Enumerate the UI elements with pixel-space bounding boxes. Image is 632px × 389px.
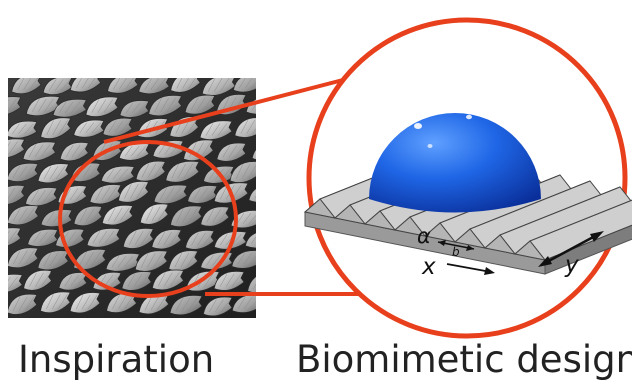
y-label: y bbox=[564, 252, 579, 278]
scale-ridge bbox=[193, 52, 200, 67]
scale-ridge bbox=[258, 145, 265, 156]
scale-ridge bbox=[35, 53, 43, 66]
wing-scale bbox=[215, 55, 245, 73]
scale-ridge bbox=[271, 163, 278, 178]
scale-ridge bbox=[227, 57, 235, 68]
scale-ridge bbox=[106, 56, 115, 69]
scale-ridge bbox=[6, 57, 14, 68]
scale-ridge bbox=[266, 275, 275, 289]
scale-ridge bbox=[261, 53, 269, 68]
wing-scale bbox=[265, 160, 294, 181]
wing-scale bbox=[263, 295, 292, 313]
scale-ridge bbox=[135, 51, 144, 66]
wing-scale bbox=[268, 253, 297, 271]
scale-ridge bbox=[277, 163, 285, 178]
scale-ridge bbox=[159, 58, 166, 70]
scale-ridge bbox=[263, 233, 272, 243]
scale-ridge bbox=[257, 233, 265, 243]
scale-ridge bbox=[41, 53, 50, 66]
scale-ridge bbox=[0, 142, 4, 155]
scale-ridge bbox=[278, 121, 286, 134]
scale-ridge bbox=[0, 230, 3, 243]
scale-ridge bbox=[1, 188, 8, 201]
wing-scale bbox=[233, 74, 263, 92]
wing-scale bbox=[252, 143, 281, 161]
scale-ridge bbox=[171, 58, 180, 70]
scale-ridge bbox=[100, 56, 108, 69]
scale-ridge bbox=[267, 53, 276, 68]
alpha-label: α bbox=[417, 224, 431, 248]
scale-ridge bbox=[270, 145, 279, 156]
scale-ridge bbox=[267, 187, 276, 198]
scale-ridge bbox=[281, 297, 290, 308]
wing-scale bbox=[266, 118, 300, 138]
b-label: b bbox=[452, 245, 460, 259]
scale-ridge bbox=[199, 52, 207, 67]
scale-ridge bbox=[165, 58, 173, 70]
scale-ridge bbox=[275, 79, 283, 90]
wing-scale bbox=[23, 51, 56, 70]
scale-ridge bbox=[255, 53, 262, 68]
scale-ridge bbox=[29, 53, 36, 66]
scale-ridge bbox=[261, 187, 269, 198]
wing-scale bbox=[153, 55, 182, 74]
scale-ridge bbox=[73, 59, 82, 69]
scale-ridge bbox=[269, 79, 276, 90]
scale-ridge bbox=[286, 255, 295, 266]
scale-ridge bbox=[61, 59, 68, 69]
scale-ridge bbox=[94, 56, 101, 69]
scale-ridge bbox=[274, 255, 281, 266]
scale-ridge bbox=[260, 275, 268, 289]
scale-ridge bbox=[284, 121, 293, 134]
scale-ridge bbox=[205, 52, 214, 67]
scale-ridge bbox=[129, 51, 137, 66]
scale-ridge bbox=[67, 59, 75, 69]
scale-ridge bbox=[283, 163, 292, 178]
sem-wing-scales-image bbox=[0, 49, 299, 318]
wing-scale bbox=[117, 49, 151, 70]
scale-ridge bbox=[285, 209, 294, 220]
caption-biomimetic-design: Biomimetic design bbox=[296, 338, 632, 382]
wing-scale bbox=[267, 207, 296, 224]
wing-scale bbox=[249, 50, 277, 71]
scale-ridge bbox=[269, 297, 276, 308]
wing-scale bbox=[0, 54, 22, 72]
scale-ridge bbox=[0, 99, 2, 111]
scale-ridge bbox=[123, 51, 130, 66]
wing-scale bbox=[55, 56, 87, 73]
scale-ridge bbox=[275, 297, 283, 308]
scale-ridge bbox=[233, 57, 242, 68]
scale-ridge bbox=[221, 57, 228, 68]
scale-ridge bbox=[12, 57, 21, 68]
wing-scale bbox=[187, 50, 216, 71]
scale-ridge bbox=[281, 79, 290, 90]
scale-ridge bbox=[280, 255, 288, 266]
wing-scale bbox=[88, 53, 117, 72]
caption-inspiration: Inspiration bbox=[18, 338, 214, 382]
scale-ridge bbox=[0, 57, 7, 68]
scale-ridge bbox=[279, 209, 287, 220]
scale-ridge bbox=[0, 277, 4, 289]
scale-ridge bbox=[273, 209, 280, 220]
scale-ridge bbox=[264, 145, 272, 156]
x-label: x bbox=[421, 254, 436, 280]
scale-ridge bbox=[272, 121, 279, 134]
